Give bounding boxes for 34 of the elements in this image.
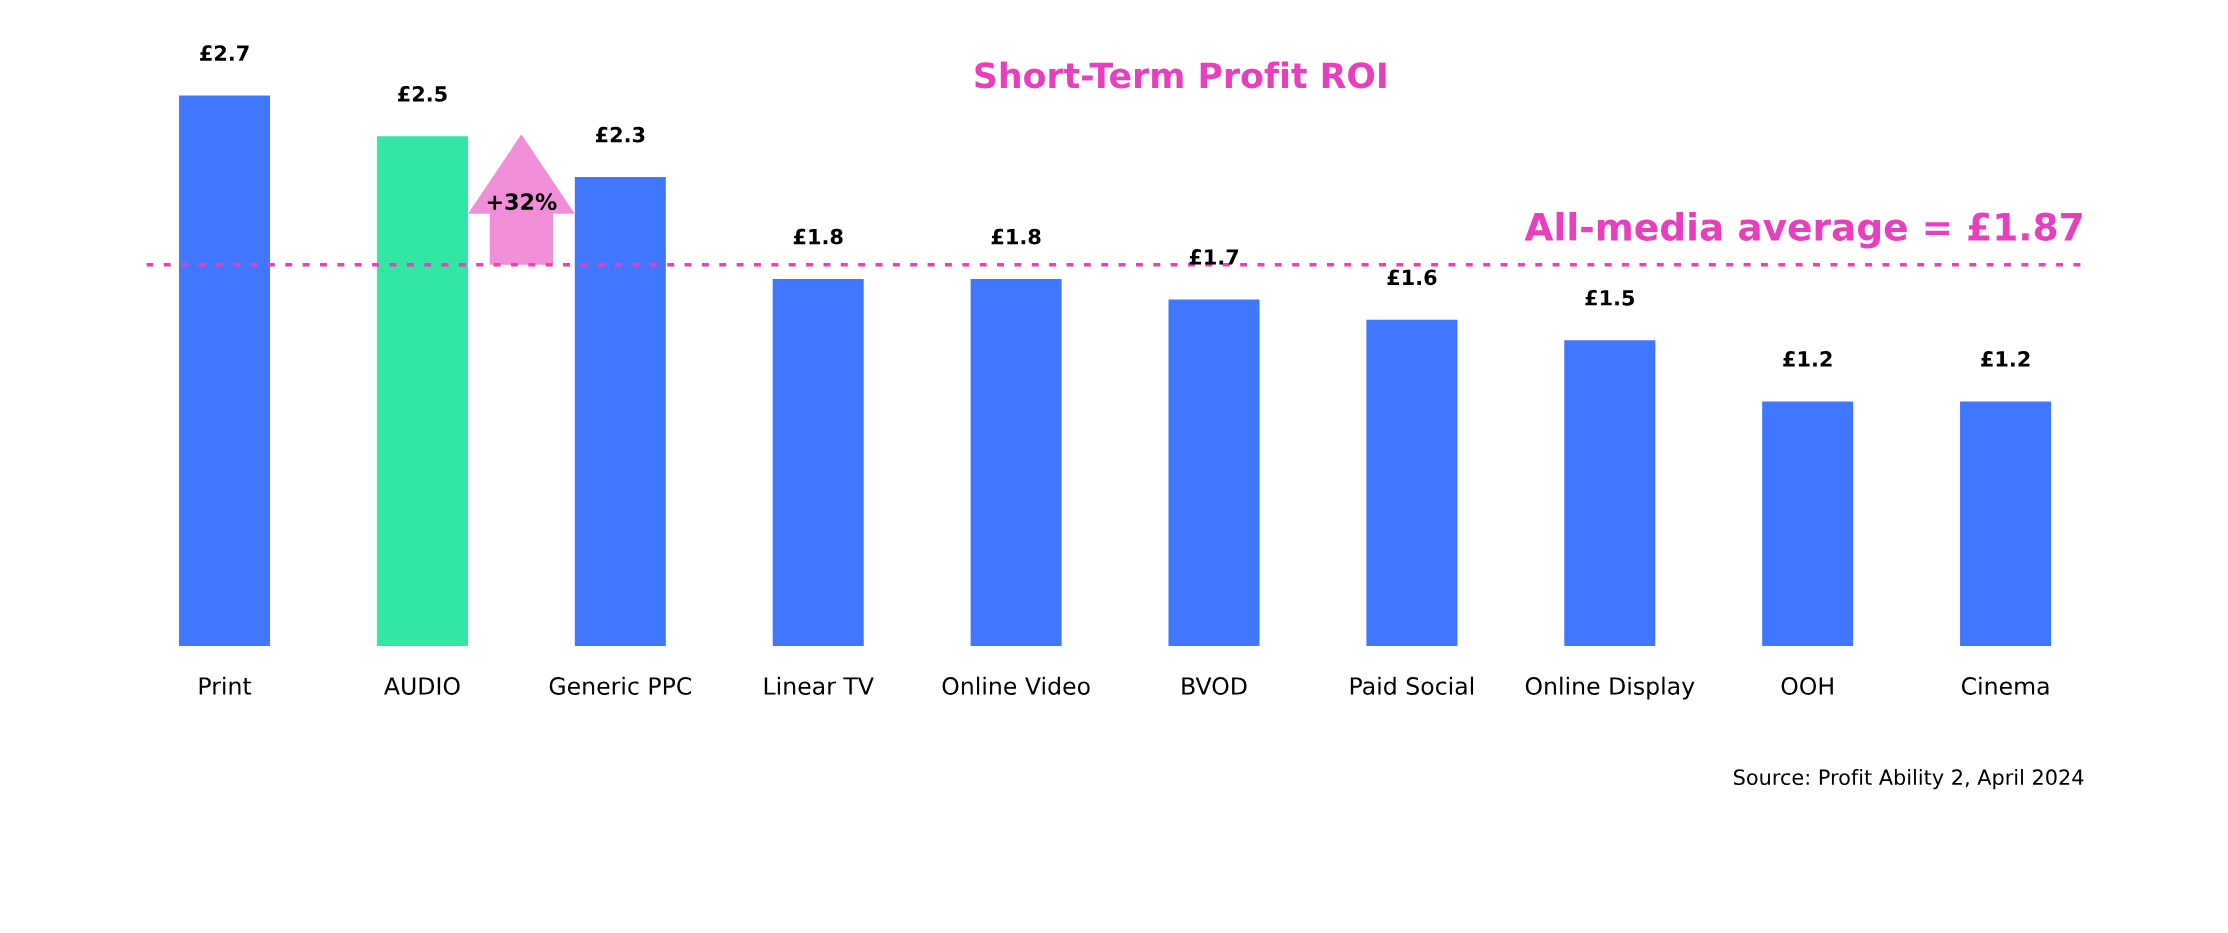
bar [1168, 299, 1260, 647]
x-tick-label: Paid Social [1350, 676, 1474, 695]
x-tick-label: Cinema [1961, 676, 2049, 695]
annotation: +32% [487, 193, 557, 211]
x-tick-label: Linear TV [764, 676, 874, 695]
data-label: £1.5 [1585, 289, 1635, 306]
bar [1960, 401, 2052, 647]
bar [179, 95, 271, 647]
x-tick-label: Print [199, 676, 252, 695]
data-label: £1.2 [1783, 351, 1832, 367]
x-tick-label: Online Video [942, 676, 1090, 695]
bar [1564, 340, 1656, 647]
data-label: £1.8 [991, 228, 1041, 245]
bar [376, 136, 468, 647]
bar [772, 279, 864, 647]
data-label: £2.7 [200, 45, 249, 61]
ref-line-label: All-media average = £1.87 [1524, 211, 2082, 249]
x-tick-label: Online Display [1525, 676, 1695, 700]
data-label: £2.3 [595, 126, 645, 143]
data-label: £1.8 [793, 228, 843, 245]
x-tick-label: OOH [1781, 677, 1833, 695]
x-tick-label: AUDIO [384, 677, 460, 695]
data-label: £1.6 [1387, 269, 1437, 286]
data-label: £2.5 [398, 85, 447, 102]
bar [574, 177, 666, 647]
chart-title: Short-Term Profit ROI [975, 61, 1386, 89]
x-tick-label: Generic PPC [549, 676, 692, 695]
bar [970, 279, 1062, 647]
bar [1366, 319, 1458, 647]
data-label: £1.7 [1189, 249, 1239, 265]
source-note: Source: Profit Ability 2, April 2024 [1734, 768, 2084, 790]
data-label: £1.2 [1981, 351, 2030, 367]
bar [1762, 401, 1854, 647]
x-tick-label: BVOD [1182, 677, 1247, 695]
